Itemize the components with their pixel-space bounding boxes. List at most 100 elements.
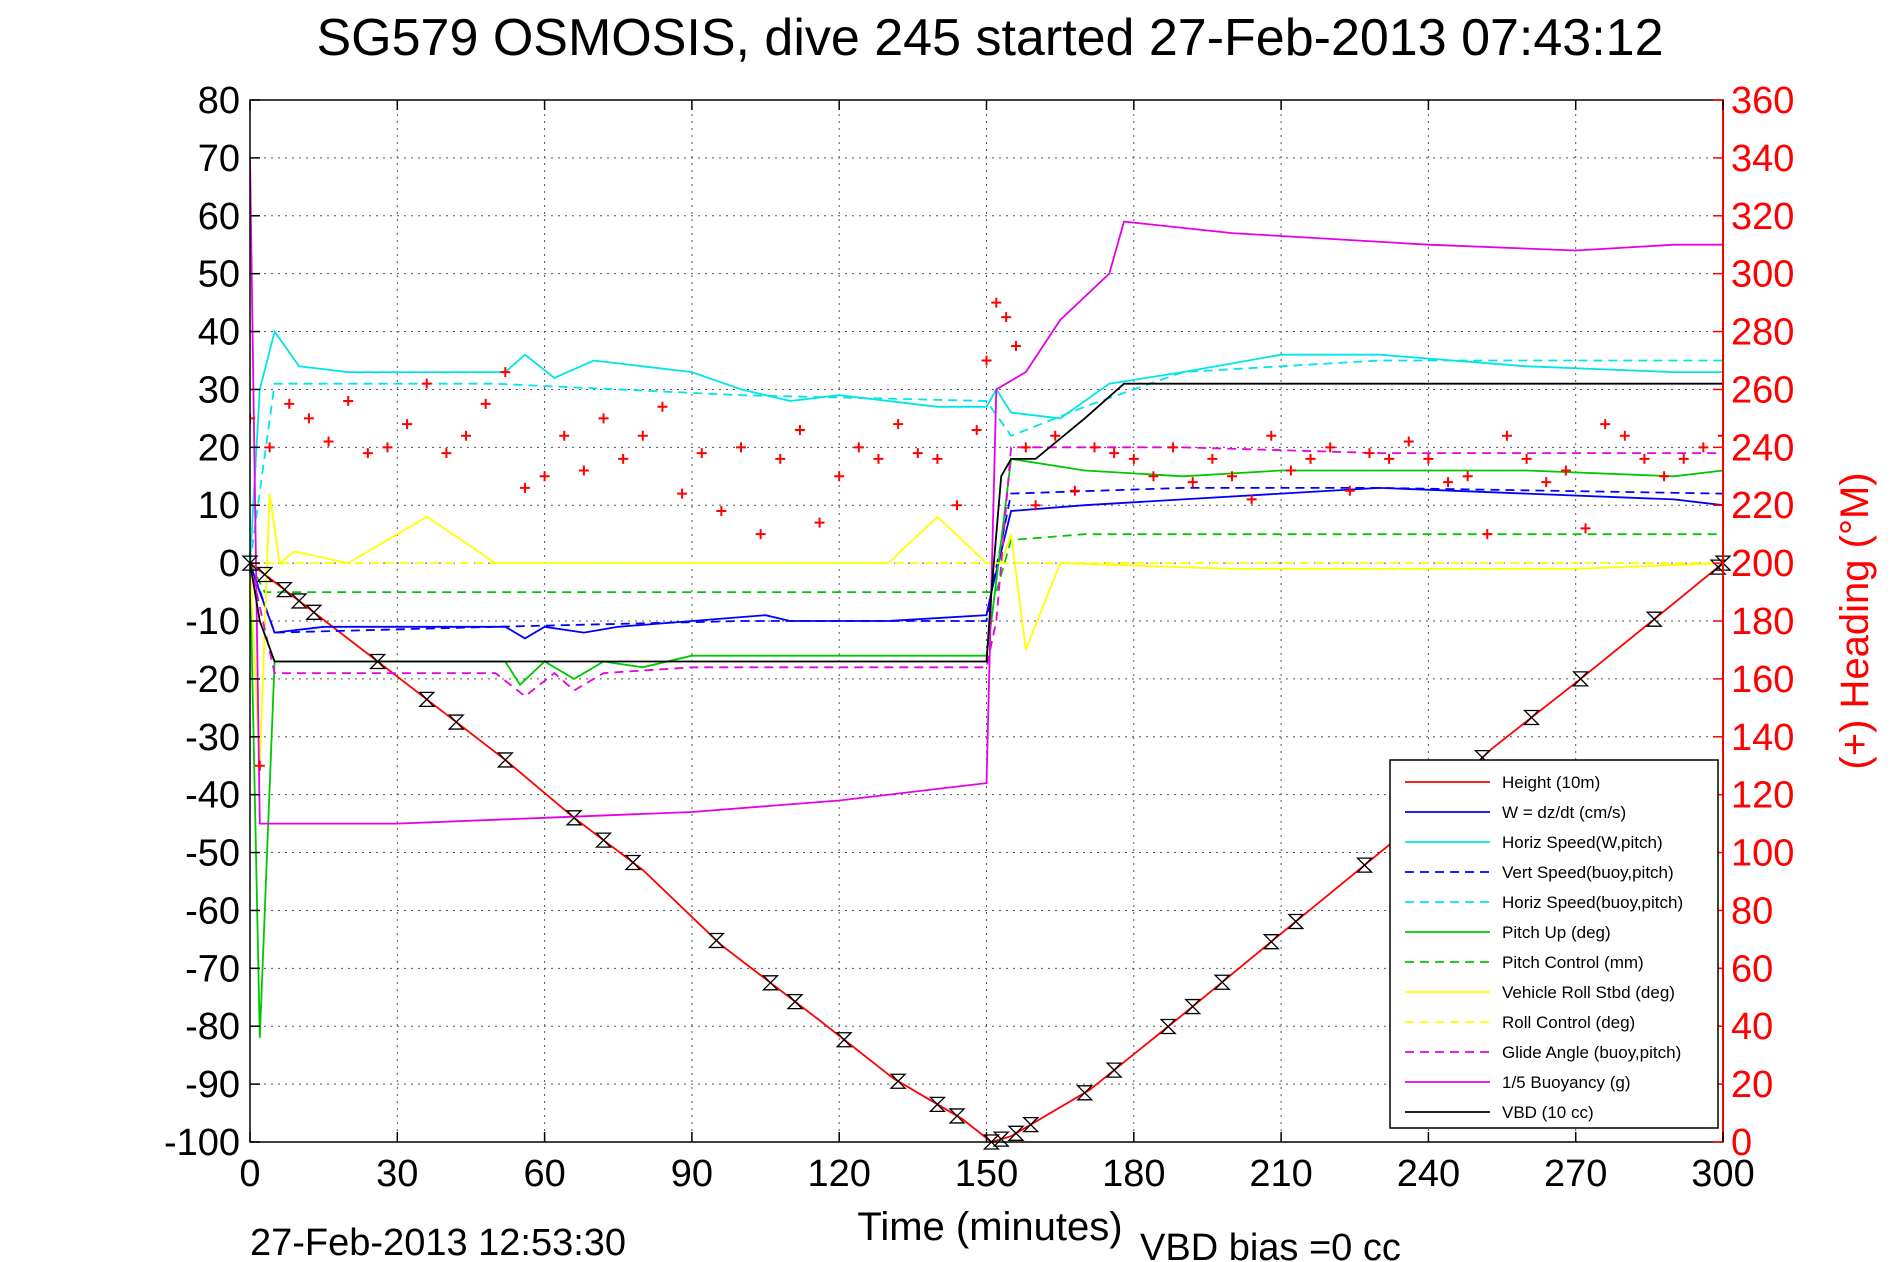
legend: Height (10m) W = dz/dt (cm/s) Horiz Speed(… <box>1389 759 1719 1129</box>
heading-marker <box>677 488 688 499</box>
y2-tick-label: 240 <box>1731 427 1794 469</box>
height-marker <box>275 581 293 598</box>
y2-tick-label: 160 <box>1731 659 1794 701</box>
y2-tick-label: 100 <box>1731 833 1794 875</box>
heading-marker <box>1403 436 1414 447</box>
heading-marker <box>755 529 766 540</box>
y2-tick-label: 120 <box>1731 775 1794 817</box>
heading-marker <box>1384 453 1395 464</box>
heading-marker <box>250 413 255 424</box>
heading-marker <box>657 401 668 412</box>
heading-marker <box>1344 485 1355 496</box>
y-tick-label: 0 <box>219 543 240 585</box>
legend-label-10: 1/5 Buoyancy (g) <box>1502 1073 1631 1092</box>
height-marker <box>786 993 804 1010</box>
heading-marker <box>1148 471 1159 482</box>
heading-marker <box>1227 471 1237 482</box>
y-tick-label: 10 <box>198 485 240 527</box>
x-tick-label: 240 <box>1397 1153 1460 1195</box>
heading-marker <box>1168 442 1179 453</box>
y2-tick-label: 280 <box>1731 312 1794 354</box>
height-marker <box>1287 913 1305 930</box>
height-marker <box>835 1032 853 1048</box>
heading-marker <box>1501 430 1512 441</box>
heading-marker <box>284 398 295 409</box>
legend-label-0: Height (10m) <box>1502 773 1600 792</box>
heading-marker <box>1718 430 1723 441</box>
y2-tick-label: 140 <box>1731 717 1794 759</box>
height-marker <box>1714 555 1732 571</box>
y-tick-label: -50 <box>185 833 240 875</box>
heading-marker <box>461 430 472 441</box>
legend-label-4: Horiz Speed(buoy,pitch) <box>1502 893 1683 912</box>
height-marker <box>496 752 514 768</box>
y2-tick-label: 80 <box>1731 890 1773 932</box>
heading-marker <box>1443 477 1454 488</box>
heading-marker <box>1639 453 1650 464</box>
legend-label-7: Vehicle Roll Stbd (deg) <box>1502 983 1675 1002</box>
y-axis-ticks: 80 70 60 50 40 30 20 10 0 -10 -20 -30 -40 -50 -60 -70 -8… <box>164 80 260 1164</box>
y2-tick-label: 40 <box>1731 1006 1773 1048</box>
series-layer <box>250 157 1723 1142</box>
heading-marker <box>1246 494 1257 505</box>
x-axis-label: Time (minutes) <box>857 1205 1122 1249</box>
y2-tick-label: 180 <box>1731 601 1794 643</box>
heading-marker <box>559 430 570 441</box>
height-marker <box>889 1073 907 1089</box>
heading-marker <box>873 453 884 464</box>
heading-marker <box>1521 453 1532 464</box>
x-tick-label: 30 <box>376 1153 418 1195</box>
height-marker <box>982 1134 1000 1150</box>
x-axis-ticks: 0 30 60 90 120 150 180 210 240 270 300 <box>239 100 1755 1195</box>
x-tick-label: 150 <box>955 1153 1018 1195</box>
heading-marker <box>1089 442 1100 453</box>
height-marker <box>761 975 780 991</box>
series-line-4 <box>250 359 1723 564</box>
heading-marker <box>1462 471 1473 482</box>
y2-tick-label: 360 <box>1731 80 1794 122</box>
height-marker <box>1522 709 1541 726</box>
heading-marker <box>1678 453 1689 464</box>
height-marker <box>1022 1116 1040 1133</box>
height-marker <box>1356 857 1374 873</box>
y-tick-label: 60 <box>198 196 240 238</box>
legend-label-11: VBD (10 cc) <box>1502 1103 1594 1122</box>
y-tick-label: -20 <box>185 659 240 701</box>
y2-tick-label: 300 <box>1731 254 1794 296</box>
height-marker <box>1262 934 1280 950</box>
height-marker <box>1076 1085 1094 1101</box>
heading-marker <box>1619 430 1630 441</box>
legend-label-9: Glide Angle (buoy,pitch) <box>1502 1043 1681 1062</box>
heading-marker <box>1423 453 1434 464</box>
height-marker <box>1213 974 1231 990</box>
series-line-10 <box>250 157 1723 825</box>
heading-marker <box>1305 453 1316 464</box>
y-tick-label: 50 <box>198 254 240 296</box>
heading-marker <box>598 413 609 424</box>
heading-marker <box>539 471 550 482</box>
series-line-9 <box>250 446 1723 698</box>
height-marker <box>256 566 274 583</box>
heading-marker <box>1580 523 1591 534</box>
y-tick-label: -100 <box>164 1122 240 1164</box>
series-line-2 <box>250 329 1723 564</box>
x-tick-label: 0 <box>239 1153 260 1195</box>
height-marker <box>1159 1018 1177 1035</box>
heading-markers <box>250 297 1723 771</box>
legend-label-1: W = dz/dt (cm/s) <box>1502 803 1626 822</box>
y2-tick-label: 200 <box>1731 543 1794 585</box>
y2-tick-label: 60 <box>1731 948 1773 990</box>
legend-box <box>1389 759 1719 1129</box>
heading-marker <box>343 396 354 407</box>
chart-title: SG579 OSMOSIS, dive 245 started 27-Feb-2… <box>316 9 1663 67</box>
heading-marker <box>1698 442 1709 453</box>
height-markers <box>241 555 1732 1150</box>
series-line-11 <box>250 382 1723 663</box>
heading-marker <box>1187 477 1198 488</box>
heading-marker <box>1020 442 1031 453</box>
height-marker <box>1184 998 1202 1015</box>
heading-marker <box>991 297 1002 308</box>
heading-marker <box>1109 448 1120 459</box>
y-tick-label: -10 <box>185 601 240 643</box>
